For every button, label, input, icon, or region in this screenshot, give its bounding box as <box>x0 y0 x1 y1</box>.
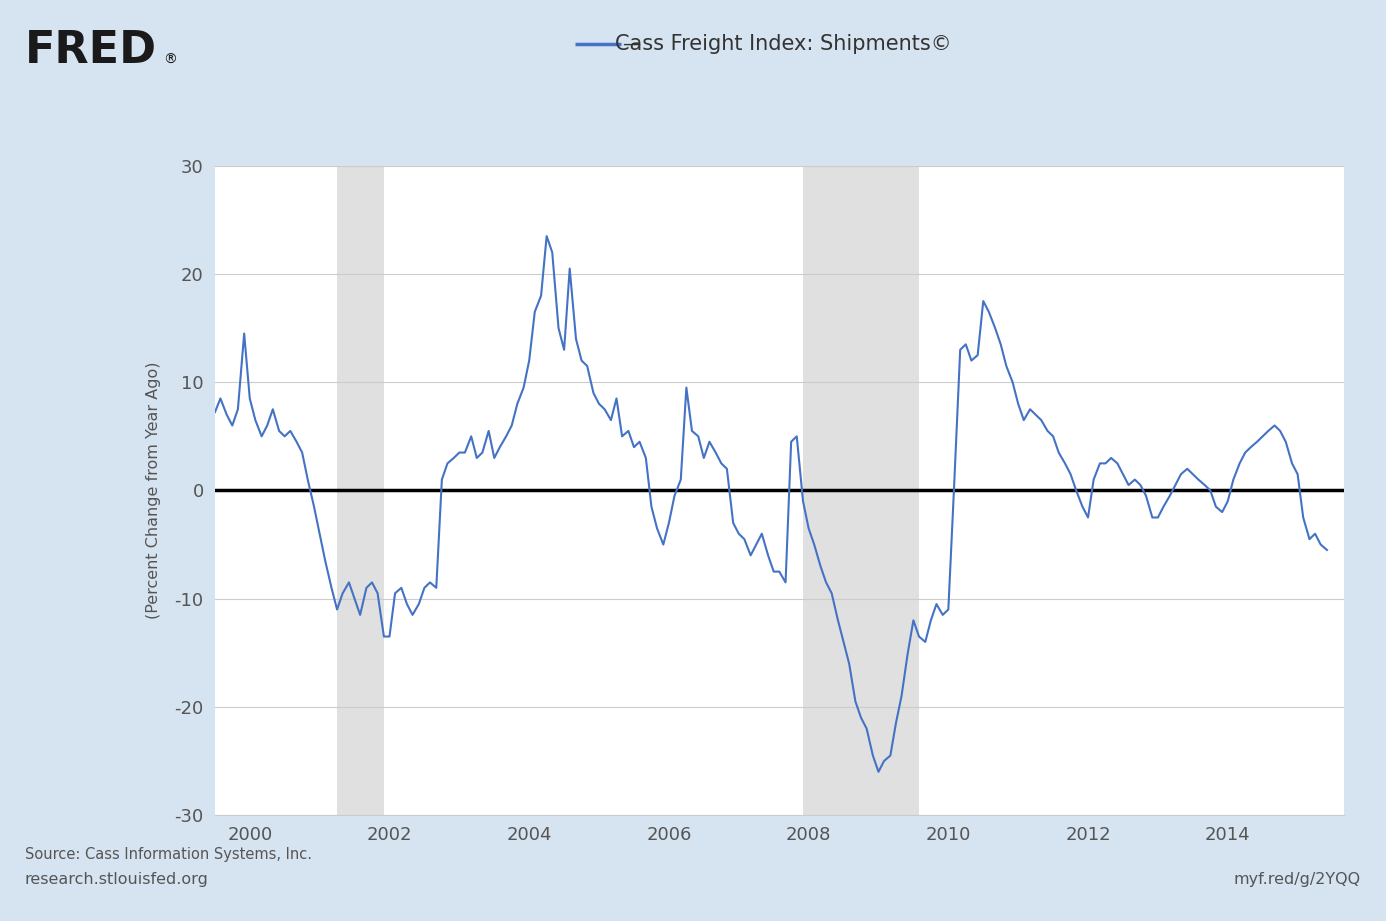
Text: ®: ® <box>164 52 177 67</box>
Bar <box>337 166 384 815</box>
Text: Cass Freight Index: Shipments©: Cass Freight Index: Shipments© <box>615 34 951 54</box>
Text: research.stlouisfed.org: research.stlouisfed.org <box>25 872 209 887</box>
Text: myf.red/g/2YQQ: myf.red/g/2YQQ <box>1234 872 1361 887</box>
Text: Source: Cass Information Systems, Inc.: Source: Cass Information Systems, Inc. <box>25 847 312 862</box>
Text: FRED: FRED <box>25 29 157 72</box>
Y-axis label: (Percent Change from Year Ago): (Percent Change from Year Ago) <box>146 362 161 619</box>
Text: —: — <box>622 35 640 53</box>
Bar <box>802 166 919 815</box>
